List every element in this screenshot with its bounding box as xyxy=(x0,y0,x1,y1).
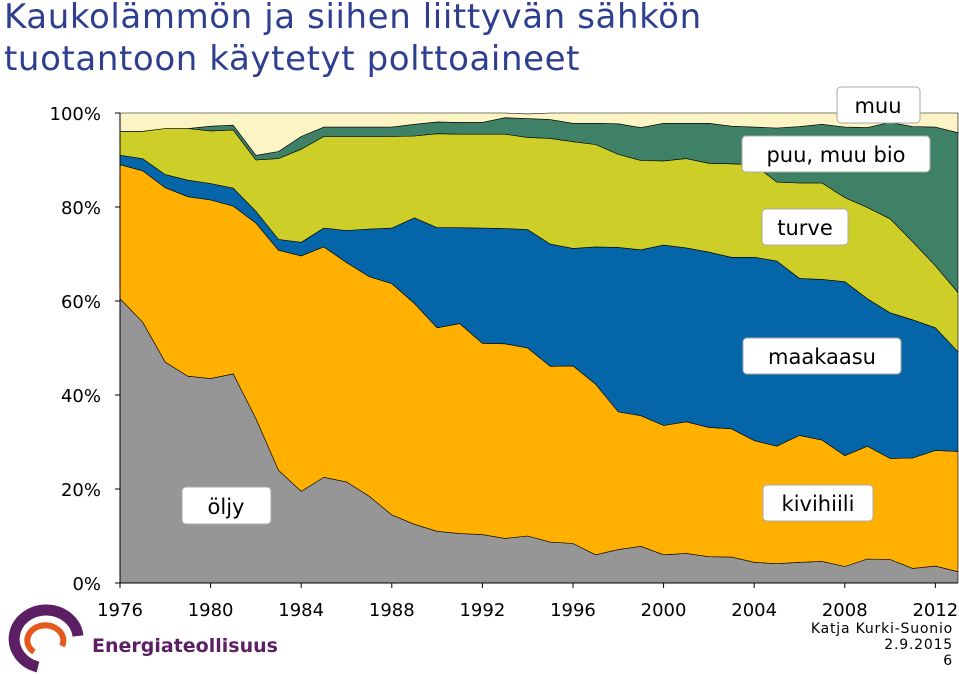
title-line-1: Kaukolämmön ja siihen liittyvän sähkön xyxy=(4,0,702,37)
title-line-2: tuotantoon käytetyt polttoaineet xyxy=(4,39,581,79)
y-tick-label: 20% xyxy=(61,480,101,501)
x-tick-label: 2004 xyxy=(731,600,777,621)
label-turve-text: turve xyxy=(777,216,833,240)
footer-author: Katja Kurki-Suonio xyxy=(810,621,953,637)
axes xyxy=(115,113,958,584)
label-maakaasu: maakaasu xyxy=(742,337,902,375)
label-turve: turve xyxy=(761,208,849,246)
y-tick-label: 40% xyxy=(61,386,101,407)
y-tick-label: 0% xyxy=(72,574,101,595)
label-puu-muu-bio: puu, muu bio xyxy=(741,135,931,173)
chart-title: Kaukolämmön ja siihen liittyvän sähkön t… xyxy=(4,0,702,80)
logo-text: Energiateollisuus xyxy=(92,635,278,657)
x-ticks: 1976 1980 1984 1988 1992 1996 2000 2004 2008 2012 xyxy=(97,583,958,621)
series-area-5 xyxy=(119,112,959,156)
y-tick-label: 80% xyxy=(61,198,101,219)
label-oljy: öljy xyxy=(181,486,272,525)
x-tick-label: 2012 xyxy=(912,600,958,621)
energiateollisuus-logo: Energiateollisuus xyxy=(8,604,278,673)
x-tick-label: 1980 xyxy=(188,600,234,621)
footer-page-number: 6 xyxy=(943,653,953,669)
x-tick-label: 1992 xyxy=(459,600,505,621)
y-tick-label: 60% xyxy=(61,292,101,313)
label-muu-text: muu xyxy=(854,94,901,118)
label-kivihiili: kivihiili xyxy=(762,484,874,522)
x-tick-label: 1988 xyxy=(369,600,415,621)
label-oljy-text: öljy xyxy=(208,495,245,519)
footer-date: 2.9.2015 xyxy=(884,637,953,653)
y-tick-label: 100% xyxy=(50,104,101,125)
x-tick-label: 1984 xyxy=(278,600,324,621)
logo-mark-icon xyxy=(8,604,84,673)
x-tick-label: 2008 xyxy=(822,600,868,621)
label-muu: muu xyxy=(836,86,921,124)
label-kivihiili-text: kivihiili xyxy=(782,492,855,516)
label-puu-text: puu, muu bio xyxy=(766,143,905,167)
y-ticks: 0% 20% 40% 60% 80% 100% xyxy=(50,104,120,595)
x-tick-label: 2000 xyxy=(641,600,687,621)
label-maakaasu-text: maakaasu xyxy=(768,345,876,369)
x-tick-label: 1996 xyxy=(550,600,596,621)
x-tick-label: 1976 xyxy=(97,600,143,621)
